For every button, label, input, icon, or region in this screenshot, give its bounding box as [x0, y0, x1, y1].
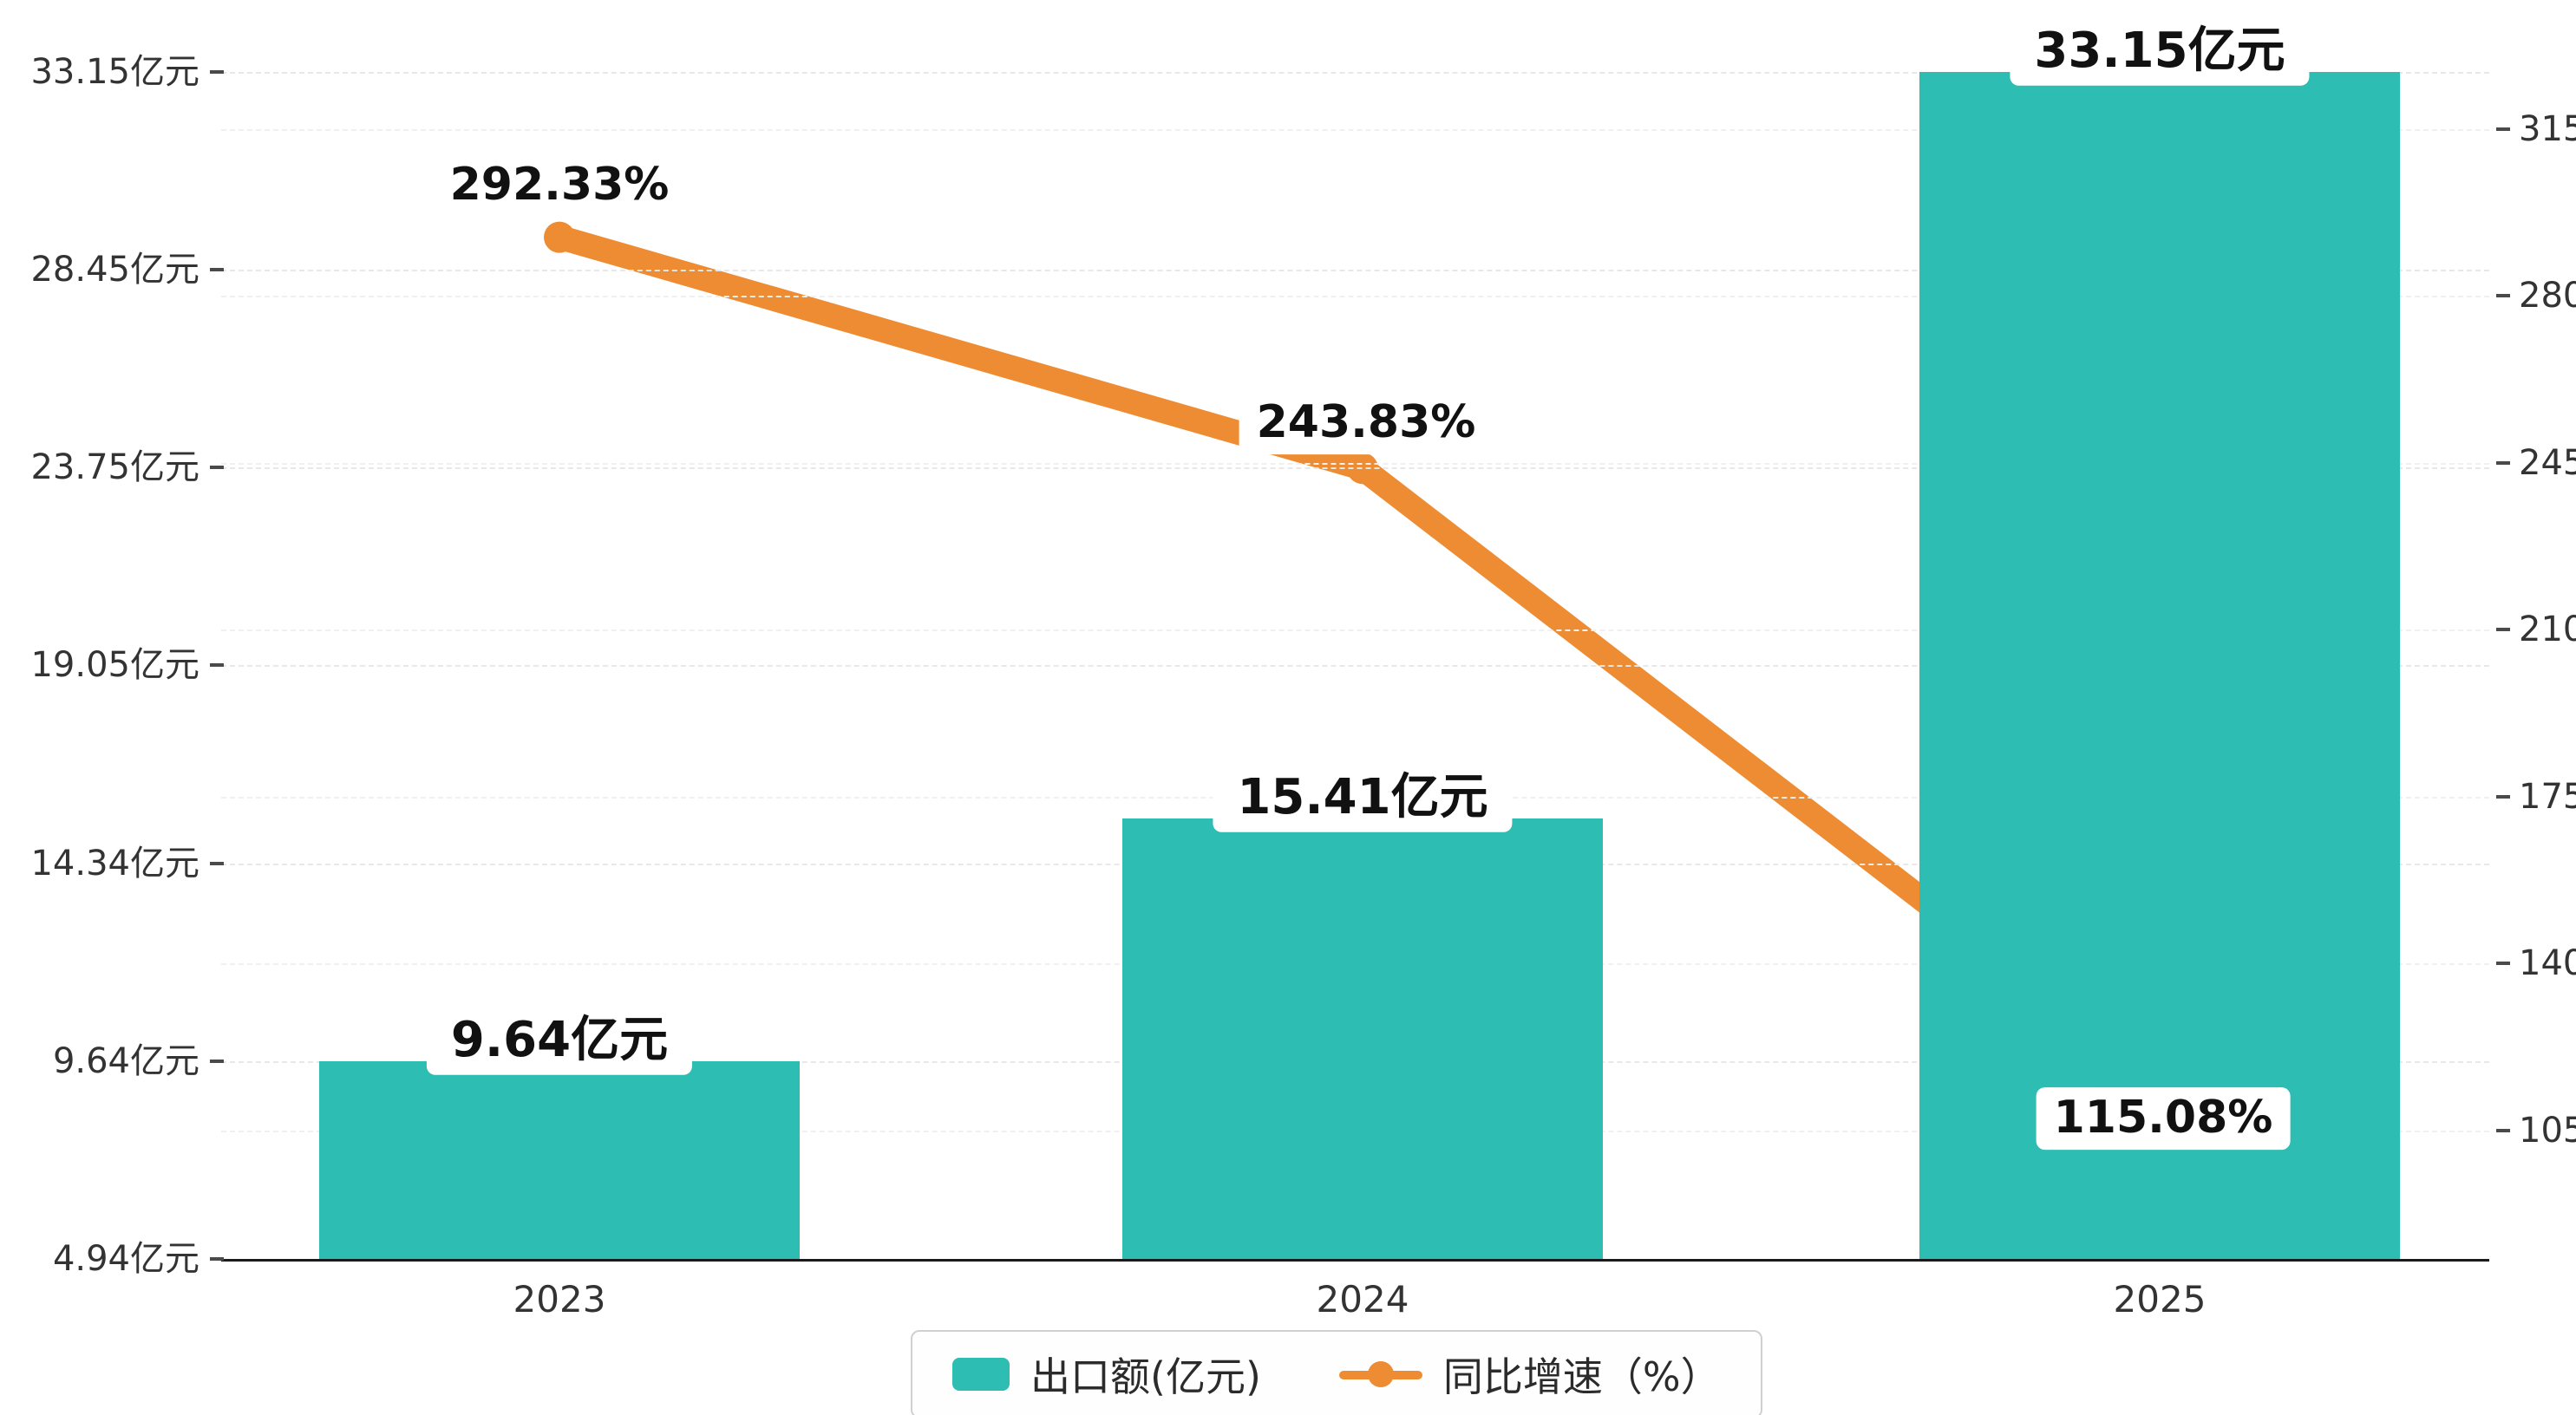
y-axis-right-tick-label: 245: [2519, 442, 2576, 483]
y-axis-left-tick-label: 14.34亿元: [30, 843, 199, 884]
x-axis-label-2025: 2025: [2113, 1278, 2207, 1320]
gridline: [221, 128, 2489, 131]
y-axis-left-tick-label: 28.45亿元: [30, 250, 199, 290]
line-value-label: 292.33%: [432, 153, 687, 217]
y-axis-right-tick-label: 105: [2519, 1110, 2576, 1151]
y-axis-left-tick-mark: [210, 663, 224, 668]
y-axis-right-tick-mark: [2496, 794, 2510, 799]
y-axis-left-tick-label: 4.94亿元: [52, 1239, 199, 1279]
bar-value-label: 15.41亿元: [1213, 762, 1513, 833]
x-axis-label-2023: 2023: [513, 1278, 606, 1320]
bar-value-label: 33.15亿元: [2010, 16, 2310, 87]
x-axis-label-2024: 2024: [1316, 1278, 1409, 1320]
bar-series-swatch-icon: [952, 1358, 1010, 1391]
gridline: [221, 72, 2489, 74]
bar-2023[interactable]: [319, 1060, 800, 1259]
gridline: [221, 629, 2489, 632]
y-axis-right-tick-label: 280: [2519, 276, 2576, 316]
line-point[interactable]: [544, 221, 575, 253]
y-axis-right-tick-mark: [2496, 628, 2510, 632]
y-axis-left-tick-label: 33.15亿元: [30, 52, 199, 92]
bar-value-label: 9.64亿元: [426, 1005, 693, 1076]
gridline: [221, 462, 2489, 465]
legend-label-export: 出口额(亿元): [1030, 1353, 1261, 1400]
legend: 出口额(亿元) 同比增速（%）: [911, 1330, 1762, 1415]
y-axis-right-tick-mark: [2496, 294, 2510, 298]
y-axis-right-tick-label: 140: [2519, 943, 2576, 984]
y-axis-right-tick-label: 210: [2519, 610, 2576, 650]
y-axis-right-tick-mark: [2496, 460, 2510, 465]
legend-label-growth: 同比增速（%）: [1442, 1353, 1721, 1400]
y-axis-left-tick-mark: [210, 861, 224, 865]
y-axis-right-tick-label: 315: [2519, 108, 2576, 149]
y-axis-left-tick-label: 19.05亿元: [30, 645, 199, 686]
gridline: [221, 296, 2489, 298]
y-axis-right-tick-mark: [2496, 127, 2510, 131]
gridline: [221, 270, 2489, 272]
legend-item-growth[interactable]: 同比增速（%）: [1338, 1346, 1721, 1403]
y-axis-left-tick-mark: [210, 70, 224, 74]
y-axis-left-tick-label: 23.75亿元: [30, 447, 199, 488]
x-axis-line: [221, 1259, 2489, 1262]
y-axis-left-tick-label: 9.64亿元: [52, 1040, 199, 1081]
line-value-label: 243.83%: [1239, 392, 1494, 455]
line-icon-dot: [1367, 1361, 1394, 1387]
gridline: [221, 665, 2489, 668]
y-axis-right-tick-mark: [2496, 962, 2510, 966]
bar-2025[interactable]: [1919, 72, 2400, 1259]
y-axis-right-tick-mark: [2496, 1128, 2510, 1132]
legend-item-export[interactable]: 出口额(亿元): [952, 1346, 1261, 1403]
y-axis-left-tick-mark: [210, 466, 224, 470]
y-axis-right-tick-label: 175: [2519, 776, 2576, 817]
bar-2024[interactable]: [1122, 818, 1603, 1259]
gridline: [221, 467, 2489, 470]
y-axis-left-tick-mark: [210, 268, 224, 272]
line-value-label: 115.08%: [2036, 1087, 2291, 1151]
line-series-swatch-icon: [1338, 1358, 1422, 1391]
y-axis-left-tick-mark: [210, 1059, 224, 1063]
y-axis-left-tick-mark: [210, 1257, 224, 1261]
